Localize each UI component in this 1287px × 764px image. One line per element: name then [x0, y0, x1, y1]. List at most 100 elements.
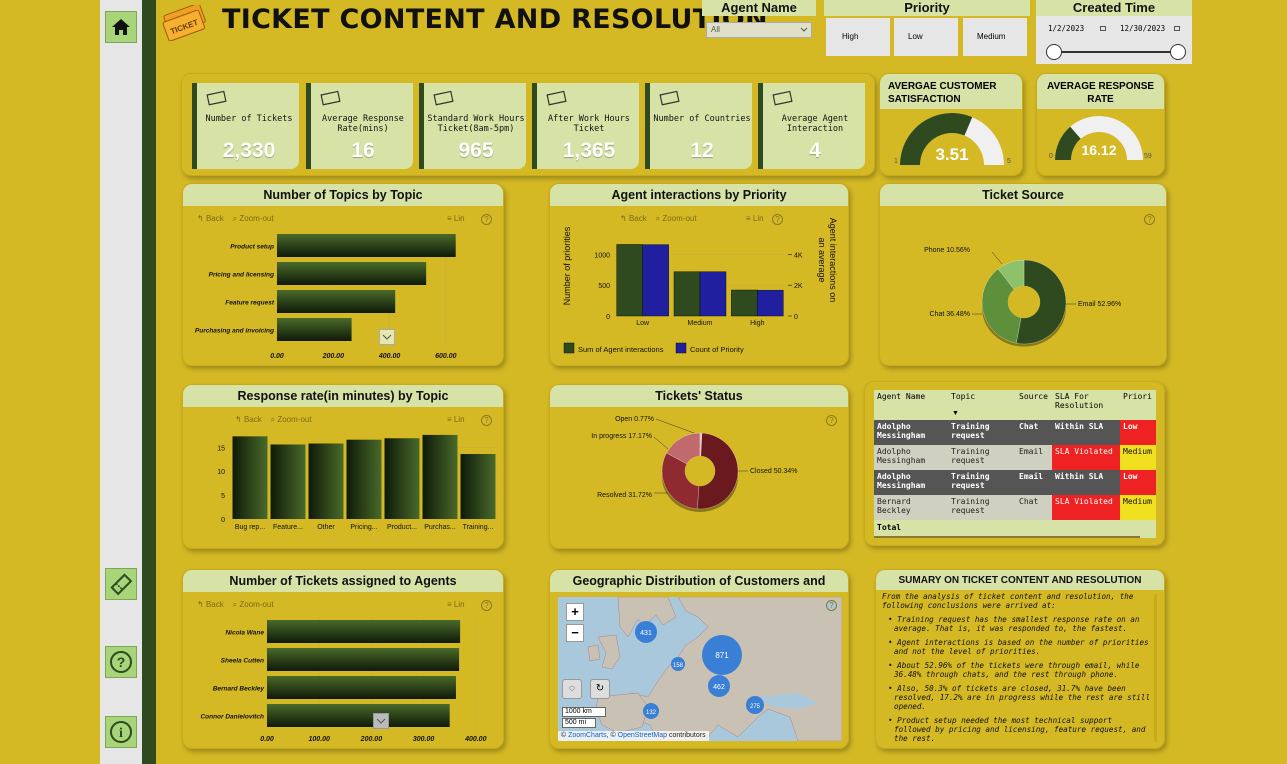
chart-help-icon[interactable]: ?	[772, 214, 783, 225]
y2-axis-label: Agent interactions onan average	[817, 218, 838, 303]
priority-high-option[interactable]: High	[826, 18, 890, 56]
chart-help-icon[interactable]: ?	[481, 214, 492, 225]
help-button[interactable]: ?	[105, 646, 137, 678]
x-tick-label: 0.00	[260, 736, 274, 743]
kpi-label: After Work Hours Ticket	[548, 114, 630, 134]
back-button[interactable]: ↰ Back	[197, 600, 224, 609]
zoom-out-button[interactable]: ⌕ Zoom-out	[655, 214, 697, 223]
calendar-icon[interactable]	[1100, 26, 1106, 31]
kpi-card: Standard Work Hours Ticket(8am-5pm) 965	[419, 83, 526, 169]
x-tick-label: 100.00	[308, 736, 330, 743]
agents-chart-panel: Number of Tickets assigned to Agents ↰ B…	[182, 569, 504, 749]
zoom-out-button[interactable]: ⌕ Zoom-out	[270, 415, 312, 424]
sort-desc-icon[interactable]: ▼	[952, 410, 959, 417]
scale-toggle[interactable]: ≡ Lin	[746, 214, 764, 223]
created-start-date[interactable]: 1/2/2023	[1048, 24, 1085, 33]
topics-chart-panel: Number of Topics by Topic ↰ Back ⌕ Zoom-…	[182, 183, 504, 366]
summary-title: SUMARY ON TICKET CONTENT AND RESOLUTION	[876, 570, 1164, 590]
response-gauge-min: 0	[1049, 153, 1053, 160]
osm-link[interactable]: OpenStreetMap	[617, 732, 668, 739]
category-label: Low	[636, 320, 650, 327]
table-header-cell[interactable]: SLA For Resolution	[1055, 392, 1104, 410]
map-canvas[interactable]: 431 871 158 462 275 132 + − ◌ ↻ 1000 km …	[558, 597, 842, 741]
bar-agent-interactions	[616, 244, 643, 317]
table-header-cell[interactable]: Topic	[951, 392, 976, 401]
ticket-source-chart: Email 52.96% Chat 36.48% Phone 10.56%	[924, 247, 1121, 347]
table-row[interactable]: Adolpho Messingham Training request Email W…	[874, 470, 1156, 495]
map-pin-icon	[658, 89, 682, 107]
map-zoom-in-button[interactable]: +	[566, 603, 584, 621]
satisfaction-gauge-panel: AVERGAE CUSTOMER SATISFACTION 3.51 1 5	[879, 73, 1023, 176]
date-slider-end-handle[interactable]	[1170, 44, 1186, 60]
bar-agent-interactions	[673, 271, 701, 317]
summary-body[interactable]: From the analysis of ticket content and …	[882, 592, 1152, 744]
back-button[interactable]: ↰ Back	[620, 214, 647, 223]
category-label: Feature...	[273, 524, 303, 531]
scale-toggle[interactable]: ≡ Lin	[447, 214, 465, 223]
summary-scrollbar[interactable]	[1154, 594, 1157, 742]
scroll-down-button[interactable]	[373, 713, 389, 729]
agent-priority-chart: 1000 500 0 4K 2K 0 Number of priorities Agent i…	[562, 218, 838, 354]
zoom-out-button[interactable]: ⌕ Zoom-out	[232, 214, 274, 223]
agent-slicer: Agent Name All	[702, 0, 816, 60]
table-total-row: Total	[877, 523, 902, 532]
date-slider-start-handle[interactable]	[1046, 44, 1062, 60]
table-scrollbar[interactable]	[874, 536, 1140, 538]
zoomcharts-link[interactable]: ZoomCharts	[568, 732, 607, 739]
table-header-cell[interactable]: Priori	[1123, 392, 1152, 401]
created-end-date[interactable]: 12/30/2023	[1120, 24, 1166, 33]
table-row[interactable]: Adolpho Messingham Training request Chat Wi…	[874, 420, 1156, 445]
table-cell: Within SLA	[1055, 472, 1104, 481]
agent-dropdown[interactable]: All	[706, 22, 812, 38]
help-glyph: ?	[1147, 215, 1152, 224]
table-cell: Bernard Beckley	[877, 497, 911, 515]
kpi-label: Number of Countries	[653, 114, 751, 124]
back-button[interactable]: ↰ Back	[197, 214, 224, 223]
calendar-icon[interactable]	[1174, 26, 1180, 31]
table-header-cell[interactable]: Source	[1019, 392, 1048, 401]
chart-help-icon[interactable]: ?	[481, 415, 492, 426]
scroll-down-button[interactable]	[379, 329, 395, 345]
table-cell: SLA Violated	[1052, 495, 1120, 520]
chart-help-icon[interactable]: ?	[826, 415, 837, 426]
priority-medium-option[interactable]: Medium	[963, 18, 1027, 56]
table-header-cell[interactable]: Agent Name	[877, 392, 926, 401]
map-refresh-button[interactable]: ↻	[590, 679, 610, 699]
zoom-out-label: Zoom-out	[239, 214, 274, 223]
tickets-status-chart: Closed 50.34% Resolved 31.72% In progress …	[591, 416, 797, 512]
response-topic-panel: Response rate(in minutes) by Topic ↰ Bac…	[182, 384, 504, 549]
map-zoom-out-button[interactable]: −	[566, 624, 584, 642]
chart-help-icon[interactable]: ?	[481, 600, 492, 611]
home-button[interactable]	[105, 11, 137, 43]
priority-low-option[interactable]: Low	[894, 18, 958, 56]
info-button[interactable]: i	[105, 716, 137, 748]
nav-rail-accent	[142, 0, 156, 764]
map-bubble-label: 275	[750, 704, 761, 710]
table-cell: Training request	[951, 447, 990, 465]
ticket-nav-button[interactable]	[105, 568, 137, 600]
chart-toolbar: ↰ Back ⌕ Zoom-out	[197, 600, 274, 610]
lin-label: Lin	[453, 214, 465, 223]
zoom-out-button[interactable]: ⌕ Zoom-out	[232, 600, 274, 609]
table-row[interactable]: Bernard Beckley Training request Chat SLA V…	[874, 495, 1156, 520]
slice-label: Chat 36.48%	[930, 311, 970, 318]
bar	[277, 290, 396, 313]
chart-help-icon[interactable]: ?	[1144, 214, 1155, 225]
priority-low-label: Low	[908, 32, 923, 41]
table-cell: Email	[1019, 447, 1044, 456]
summary-point: • Product setup needed the most technica…	[888, 716, 1146, 743]
scale-toggle[interactable]: ≡ Lin	[447, 600, 465, 609]
table-cell: Training request	[951, 497, 990, 515]
kpi-value: 965	[458, 139, 494, 162]
chart-help-icon[interactable]: ?	[826, 600, 837, 611]
y-tick-label: 10	[217, 469, 225, 476]
category-label: Feature request	[225, 300, 275, 307]
tickets-status-panel: Tickets' Status ? Closed 50.34% Resolved …	[549, 384, 849, 549]
ticket-icon	[205, 89, 229, 107]
category-label: Bug rep...	[235, 524, 265, 531]
table-row[interactable]: Adolpho Messingham Training request Email S…	[874, 445, 1156, 470]
scale-toggle[interactable]: ≡ Lin	[447, 415, 465, 424]
kpi-value: 4	[809, 139, 821, 162]
map-lasso-button[interactable]: ◌	[562, 679, 582, 699]
back-button[interactable]: ↰ Back	[235, 415, 262, 424]
